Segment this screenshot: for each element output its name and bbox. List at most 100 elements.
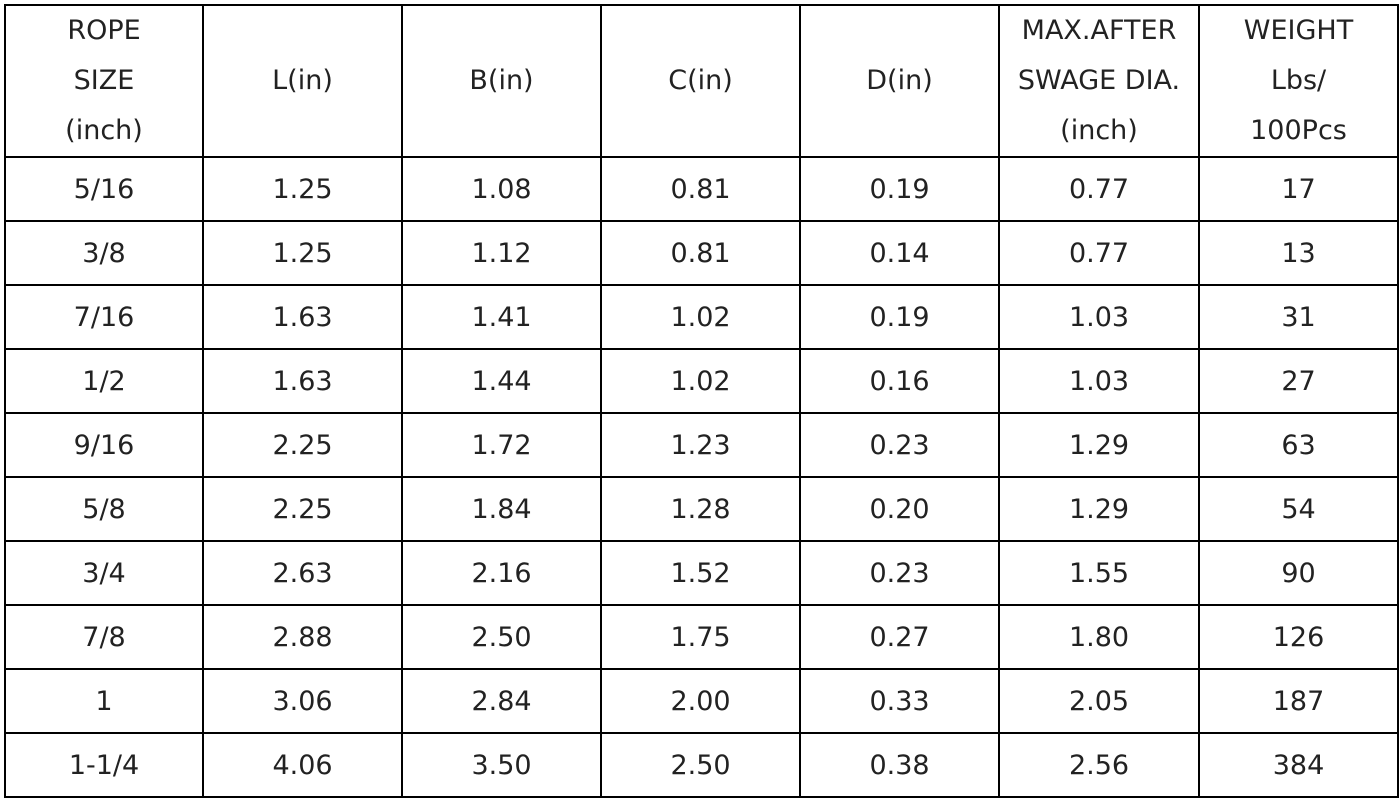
data-cell: 1.03: [998, 348, 1200, 414]
table-page: ROPE SIZE (inch) L(in) B(in) C(in) D(in) MAX.AF…: [4, 4, 1399, 798]
header-text: D(in): [866, 65, 933, 96]
data-cell: 1-1/4: [4, 732, 204, 798]
header-text: ROPE: [67, 15, 141, 46]
header-text: SIZE: [73, 65, 135, 96]
data-cell: 2.00: [600, 668, 801, 734]
data-cell: 63: [1198, 412, 1399, 478]
data-cell: 0.38: [799, 732, 1000, 798]
data-cell: 0.77: [998, 220, 1200, 286]
header-text: SWAGE DIA.: [1017, 65, 1181, 96]
data-cell: 1/2: [4, 348, 204, 414]
data-cell: 5/8: [4, 476, 204, 542]
header-text: Lbs/: [1270, 65, 1327, 96]
data-cell: 0.77: [998, 156, 1200, 222]
data-cell: 0.19: [799, 284, 1000, 350]
data-row: 1 3.06 2.84 2.00 0.33 2.05 187: [4, 668, 1399, 734]
data-cell: 0.81: [600, 220, 801, 286]
data-cell: 2.16: [401, 540, 602, 606]
data-cell: 1.02: [600, 348, 801, 414]
data-cell: 2.25: [202, 412, 403, 478]
data-cell: 1.84: [401, 476, 602, 542]
data-cell: 1.75: [600, 604, 801, 670]
data-row: 3/8 1.25 1.12 0.81 0.14 0.77 13: [4, 220, 1399, 286]
header-text: B(in): [469, 65, 534, 96]
data-row: 5/16 1.25 1.08 0.81 0.19 0.77 17: [4, 156, 1399, 222]
data-cell: 27: [1198, 348, 1399, 414]
data-cell: 2.50: [600, 732, 801, 798]
header-text: (inch): [1060, 115, 1138, 146]
header-cell: MAX.AFTER SWAGE DIA. (inch): [998, 4, 1200, 158]
data-cell: 7/16: [4, 284, 204, 350]
data-cell: 1.72: [401, 412, 602, 478]
header-cell: D(in): [799, 4, 1000, 158]
data-cell: 187: [1198, 668, 1399, 734]
data-cell: 1.29: [998, 476, 1200, 542]
data-cell: 0.33: [799, 668, 1000, 734]
header-text: L(in): [272, 65, 333, 96]
data-cell: 7/8: [4, 604, 204, 670]
data-cell: 2.50: [401, 604, 602, 670]
data-cell: 1.63: [202, 348, 403, 414]
header-text: WEIGHT: [1243, 15, 1354, 46]
data-cell: 1.25: [202, 156, 403, 222]
data-cell: 0.23: [799, 412, 1000, 478]
data-cell: 1.41: [401, 284, 602, 350]
data-row: 7/8 2.88 2.50 1.75 0.27 1.80 126: [4, 604, 1399, 670]
data-cell: 1.23: [600, 412, 801, 478]
data-cell: 0.19: [799, 156, 1000, 222]
data-cell: 1.03: [998, 284, 1200, 350]
header-text: 100Pcs: [1250, 115, 1347, 146]
data-cell: 13: [1198, 220, 1399, 286]
data-cell: 0.81: [600, 156, 801, 222]
header-cell: C(in): [600, 4, 801, 158]
header-row: ROPE SIZE (inch) L(in) B(in) C(in) D(in) MAX.AF…: [4, 4, 1399, 158]
data-cell: 3/4: [4, 540, 204, 606]
data-cell: 3.50: [401, 732, 602, 798]
data-cell: 1.29: [998, 412, 1200, 478]
data-cell: 1.55: [998, 540, 1200, 606]
data-cell: 1.80: [998, 604, 1200, 670]
header-text: MAX.AFTER: [1021, 15, 1177, 46]
data-cell: 54: [1198, 476, 1399, 542]
header-cell: WEIGHT Lbs/100Pcs: [1198, 4, 1399, 158]
data-cell: 0.27: [799, 604, 1000, 670]
header-cell: ROPE SIZE (inch): [4, 4, 204, 158]
data-cell: 2.84: [401, 668, 602, 734]
rope-table: ROPE SIZE (inch) L(in) B(in) C(in) D(in) MAX.AF…: [4, 4, 1399, 798]
data-cell: 0.20: [799, 476, 1000, 542]
data-row: 1/2 1.63 1.44 1.02 0.16 1.03 27: [4, 348, 1399, 414]
data-cell: 384: [1198, 732, 1399, 798]
data-row: 5/8 2.25 1.84 1.28 0.20 1.29 54: [4, 476, 1399, 542]
data-row: 7/16 1.63 1.41 1.02 0.19 1.03 31: [4, 284, 1399, 350]
data-cell: 3.06: [202, 668, 403, 734]
data-cell: 3/8: [4, 220, 204, 286]
data-cell: 31: [1198, 284, 1399, 350]
data-cell: 4.06: [202, 732, 403, 798]
data-cell: 0.23: [799, 540, 1000, 606]
header-text: C(in): [668, 65, 733, 96]
data-cell: 2.56: [998, 732, 1200, 798]
header-cell: L(in): [202, 4, 403, 158]
data-cell: 0.16: [799, 348, 1000, 414]
data-row: 1-1/4 4.06 3.50 2.50 0.38 2.56 384: [4, 732, 1399, 798]
data-cell: 1.25: [202, 220, 403, 286]
data-cell: 9/16: [4, 412, 204, 478]
table-body: ROPE SIZE (inch) L(in) B(in) C(in) D(in) MAX.AF…: [4, 4, 1399, 798]
data-cell: 17: [1198, 156, 1399, 222]
data-cell: 1.12: [401, 220, 602, 286]
data-cell: 1.02: [600, 284, 801, 350]
data-row: 9/16 2.25 1.72 1.23 0.23 1.29 63: [4, 412, 1399, 478]
data-cell: 2.05: [998, 668, 1200, 734]
data-cell: 90: [1198, 540, 1399, 606]
header-text: (inch): [65, 115, 143, 146]
data-cell: 0.14: [799, 220, 1000, 286]
header-cell: B(in): [401, 4, 602, 158]
data-row: 3/4 2.63 2.16 1.52 0.23 1.55 90: [4, 540, 1399, 606]
data-cell: 1.08: [401, 156, 602, 222]
data-cell: 1.52: [600, 540, 801, 606]
data-cell: 2.25: [202, 476, 403, 542]
data-cell: 5/16: [4, 156, 204, 222]
data-cell: 1.63: [202, 284, 403, 350]
data-cell: 2.63: [202, 540, 403, 606]
data-cell: 1.28: [600, 476, 801, 542]
